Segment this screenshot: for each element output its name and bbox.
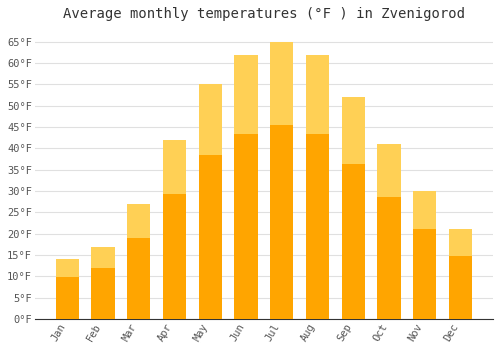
Bar [378,144,400,197]
Bar [306,55,329,319]
Bar [234,55,258,134]
Bar [56,259,79,277]
Bar [378,144,400,319]
Bar [342,97,365,164]
Bar [56,259,79,319]
Bar [306,55,329,134]
Bar [198,84,222,155]
Bar [413,191,436,230]
Bar [270,42,293,125]
Bar [163,140,186,319]
Bar [449,230,472,256]
Bar [234,55,258,319]
Bar [342,97,365,319]
Bar [92,246,114,319]
Bar [198,84,222,319]
Bar [413,191,436,319]
Bar [127,204,150,319]
Bar [92,246,114,268]
Bar [270,42,293,319]
Bar [163,140,186,194]
Title: Average monthly temperatures (°F ) in Zvenigorod: Average monthly temperatures (°F ) in Zv… [63,7,465,21]
Bar [449,230,472,319]
Bar [127,204,150,238]
